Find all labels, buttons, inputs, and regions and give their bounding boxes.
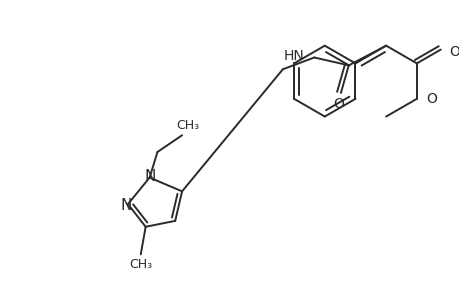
Text: CH₃: CH₃ [176,119,199,132]
Text: N: N [145,169,156,184]
Text: HN: HN [283,50,304,64]
Text: O: O [333,97,344,111]
Text: O: O [426,92,437,106]
Text: O: O [448,45,459,58]
Text: CH₃: CH₃ [129,258,152,271]
Text: N: N [120,198,131,213]
